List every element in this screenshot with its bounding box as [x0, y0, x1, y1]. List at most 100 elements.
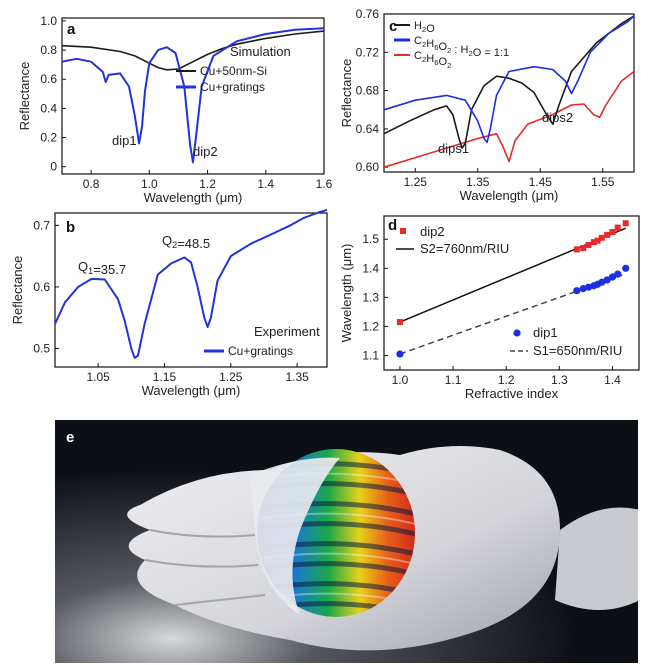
x-axis-label-b: Wavelength (μm) — [142, 383, 241, 398]
plot-frame-a — [61, 17, 325, 175]
x-tick-label-d: 1.4 — [604, 373, 621, 387]
panel-label-c: c — [389, 18, 397, 35]
y-axis-label-d: Wavelength (μm) — [339, 244, 354, 343]
data-point-dip2 — [598, 234, 605, 241]
annotation-dips2: dips2 — [542, 110, 573, 125]
x-tick-label-c: 1.55 — [591, 175, 615, 189]
panel-label-e: e — [66, 429, 74, 446]
x-tick-label-d: 1.3 — [551, 373, 568, 387]
x-tick-label-b: 1.35 — [285, 370, 309, 384]
legend-title-a: Simulation — [230, 44, 291, 59]
data-point-dip1 — [396, 350, 404, 358]
x-axis-label-c: Wavelength (μm) — [460, 188, 559, 203]
data-point-dip2 — [590, 239, 597, 246]
data-point-dip2 — [573, 246, 580, 253]
annotation-dips1: dips1 — [438, 141, 469, 156]
y-tick-label-a: 0.6 — [40, 72, 57, 86]
y-tick-label-a: 0.8 — [40, 43, 57, 57]
plot-frame-b — [54, 212, 328, 368]
y-tick-label-a: 1.0 — [40, 14, 57, 28]
y-tick-label-c: 0.72 — [356, 45, 380, 59]
plot-frame-c — [383, 13, 635, 173]
legend-label-dip1: dip1 — [533, 325, 558, 340]
annotation-dip1: dip1 — [112, 133, 137, 148]
data-point-dip2 — [609, 228, 616, 235]
panel-e-photo: e — [55, 420, 638, 663]
x-tick-label-a: 1.4 — [257, 177, 274, 191]
data-point-dip1 — [573, 287, 581, 295]
x-tick-label-b: 1.15 — [153, 370, 177, 384]
data-point-dip1 — [614, 270, 622, 278]
legend-label-h2o: H2O — [414, 20, 435, 35]
data-point-dip1 — [622, 264, 630, 272]
annotation-q2: Q2=48.5 — [162, 233, 210, 251]
legend-label-cu-gratings: Cu+gratings — [200, 80, 265, 94]
panel-c: c 1.25 1.35 1.45 1.55 0.60 0.64 0.68 0.72 0.76 Wa… — [339, 7, 635, 203]
y-tick-label-b: 0.7 — [33, 218, 50, 232]
data-point-dip2 — [580, 244, 587, 251]
x-tick-label-c: 1.25 — [404, 175, 428, 189]
legend-label-mixture: C2H6O2 : H2O = 1:1 — [414, 35, 509, 59]
x-tick-label-d: 1.1 — [445, 373, 462, 387]
x-tick-label-a: 0.8 — [83, 177, 100, 191]
x-tick-label-b: 1.25 — [219, 370, 243, 384]
data-point-dip1 — [608, 273, 617, 281]
panel-d: d 1.0 1.1 1.2 1.3 1.4 1.1 1.2 1.3 1.4 1.5 Refracti… — [339, 215, 640, 401]
legend-title-b: Experiment — [254, 324, 320, 339]
y-tick-label-b: 0.5 — [33, 342, 50, 356]
data-point-dip2 — [622, 220, 629, 227]
legend-label-s1: S1=650nm/RIU — [533, 343, 622, 358]
legend-marker-dip1 — [513, 329, 521, 337]
x-tick-label-a: 1.0 — [141, 177, 158, 191]
data-point-dip2 — [614, 224, 621, 231]
series-line-c2h6o2 — [383, 70, 635, 168]
series-line-cu-gratings — [61, 27, 325, 164]
x-tick-label-d: 1.0 — [392, 373, 409, 387]
data-point-dip1 — [603, 276, 611, 284]
y-tick-label-d: 1.4 — [362, 261, 379, 275]
y-axis-label-a: Reflectance — [17, 62, 32, 131]
y-tick-label-c: 0.68 — [356, 84, 380, 98]
legend-label-c2h6o2: C2H6O2 — [414, 50, 451, 70]
legend-label-s2: S2=760nm/RIU — [420, 241, 509, 256]
y-tick-label-c: 0.60 — [356, 160, 380, 174]
data-point-dip2 — [396, 319, 403, 326]
y-tick-label-d: 1.1 — [362, 348, 379, 362]
glove-wrist — [555, 507, 638, 610]
y-tick-label-a: 0.2 — [40, 131, 57, 145]
legend-label-cu-gratings-exp: Cu+gratings — [228, 344, 293, 358]
y-tick-label-b: 0.6 — [33, 280, 50, 294]
thumb — [250, 457, 340, 615]
y-tick-label-a: 0 — [50, 160, 57, 174]
x-axis-label-a: Wavelength (μm) — [144, 190, 243, 205]
series-line-cu-gratings-exp — [54, 208, 328, 359]
y-tick-label-a: 0.4 — [40, 101, 57, 115]
y-axis-label-b: Reflectance — [10, 256, 25, 325]
legend-marker-dip2 — [400, 228, 406, 234]
panel-b: b 1.05 1.15 1.25 1.35 0.5 0.6 0.7 Wavelength (μ… — [10, 208, 328, 398]
panel-a: a 0.8 1.0 1.2 1.4 1.600.20.40.60.81.0Wavelen… — [17, 14, 333, 205]
y-tick-label-d: 1.2 — [362, 319, 379, 333]
annotation-q1: Q1=35.7 — [78, 259, 126, 277]
legend-label-dip2: dip2 — [420, 224, 445, 239]
data-point-dip2 — [594, 237, 601, 244]
y-tick-label-c: 0.76 — [356, 7, 380, 21]
legend-label-cu-si: Cu+50nm-Si — [200, 64, 267, 78]
series-line-cu-si — [61, 30, 325, 71]
x-tick-label-c: 1.35 — [466, 175, 490, 189]
series-line-mixture — [383, 15, 635, 144]
x-tick-label-a: 1.6 — [316, 177, 333, 191]
annotation-dip2: dip2 — [193, 144, 218, 159]
panel-label-d: d — [388, 217, 397, 234]
y-tick-label-c: 0.64 — [356, 122, 380, 136]
panel-label-a: a — [67, 21, 76, 38]
data-point-dip2 — [585, 242, 592, 249]
y-tick-label-d: 1.3 — [362, 290, 379, 304]
x-tick-label-a: 1.2 — [199, 177, 216, 191]
y-axis-label-c: Reflectance — [339, 59, 354, 128]
panel-label-b: b — [66, 219, 75, 236]
series-line-h2o — [383, 15, 635, 149]
x-tick-label-c: 1.45 — [529, 175, 553, 189]
x-axis-label-d: Refractive index — [465, 386, 559, 401]
